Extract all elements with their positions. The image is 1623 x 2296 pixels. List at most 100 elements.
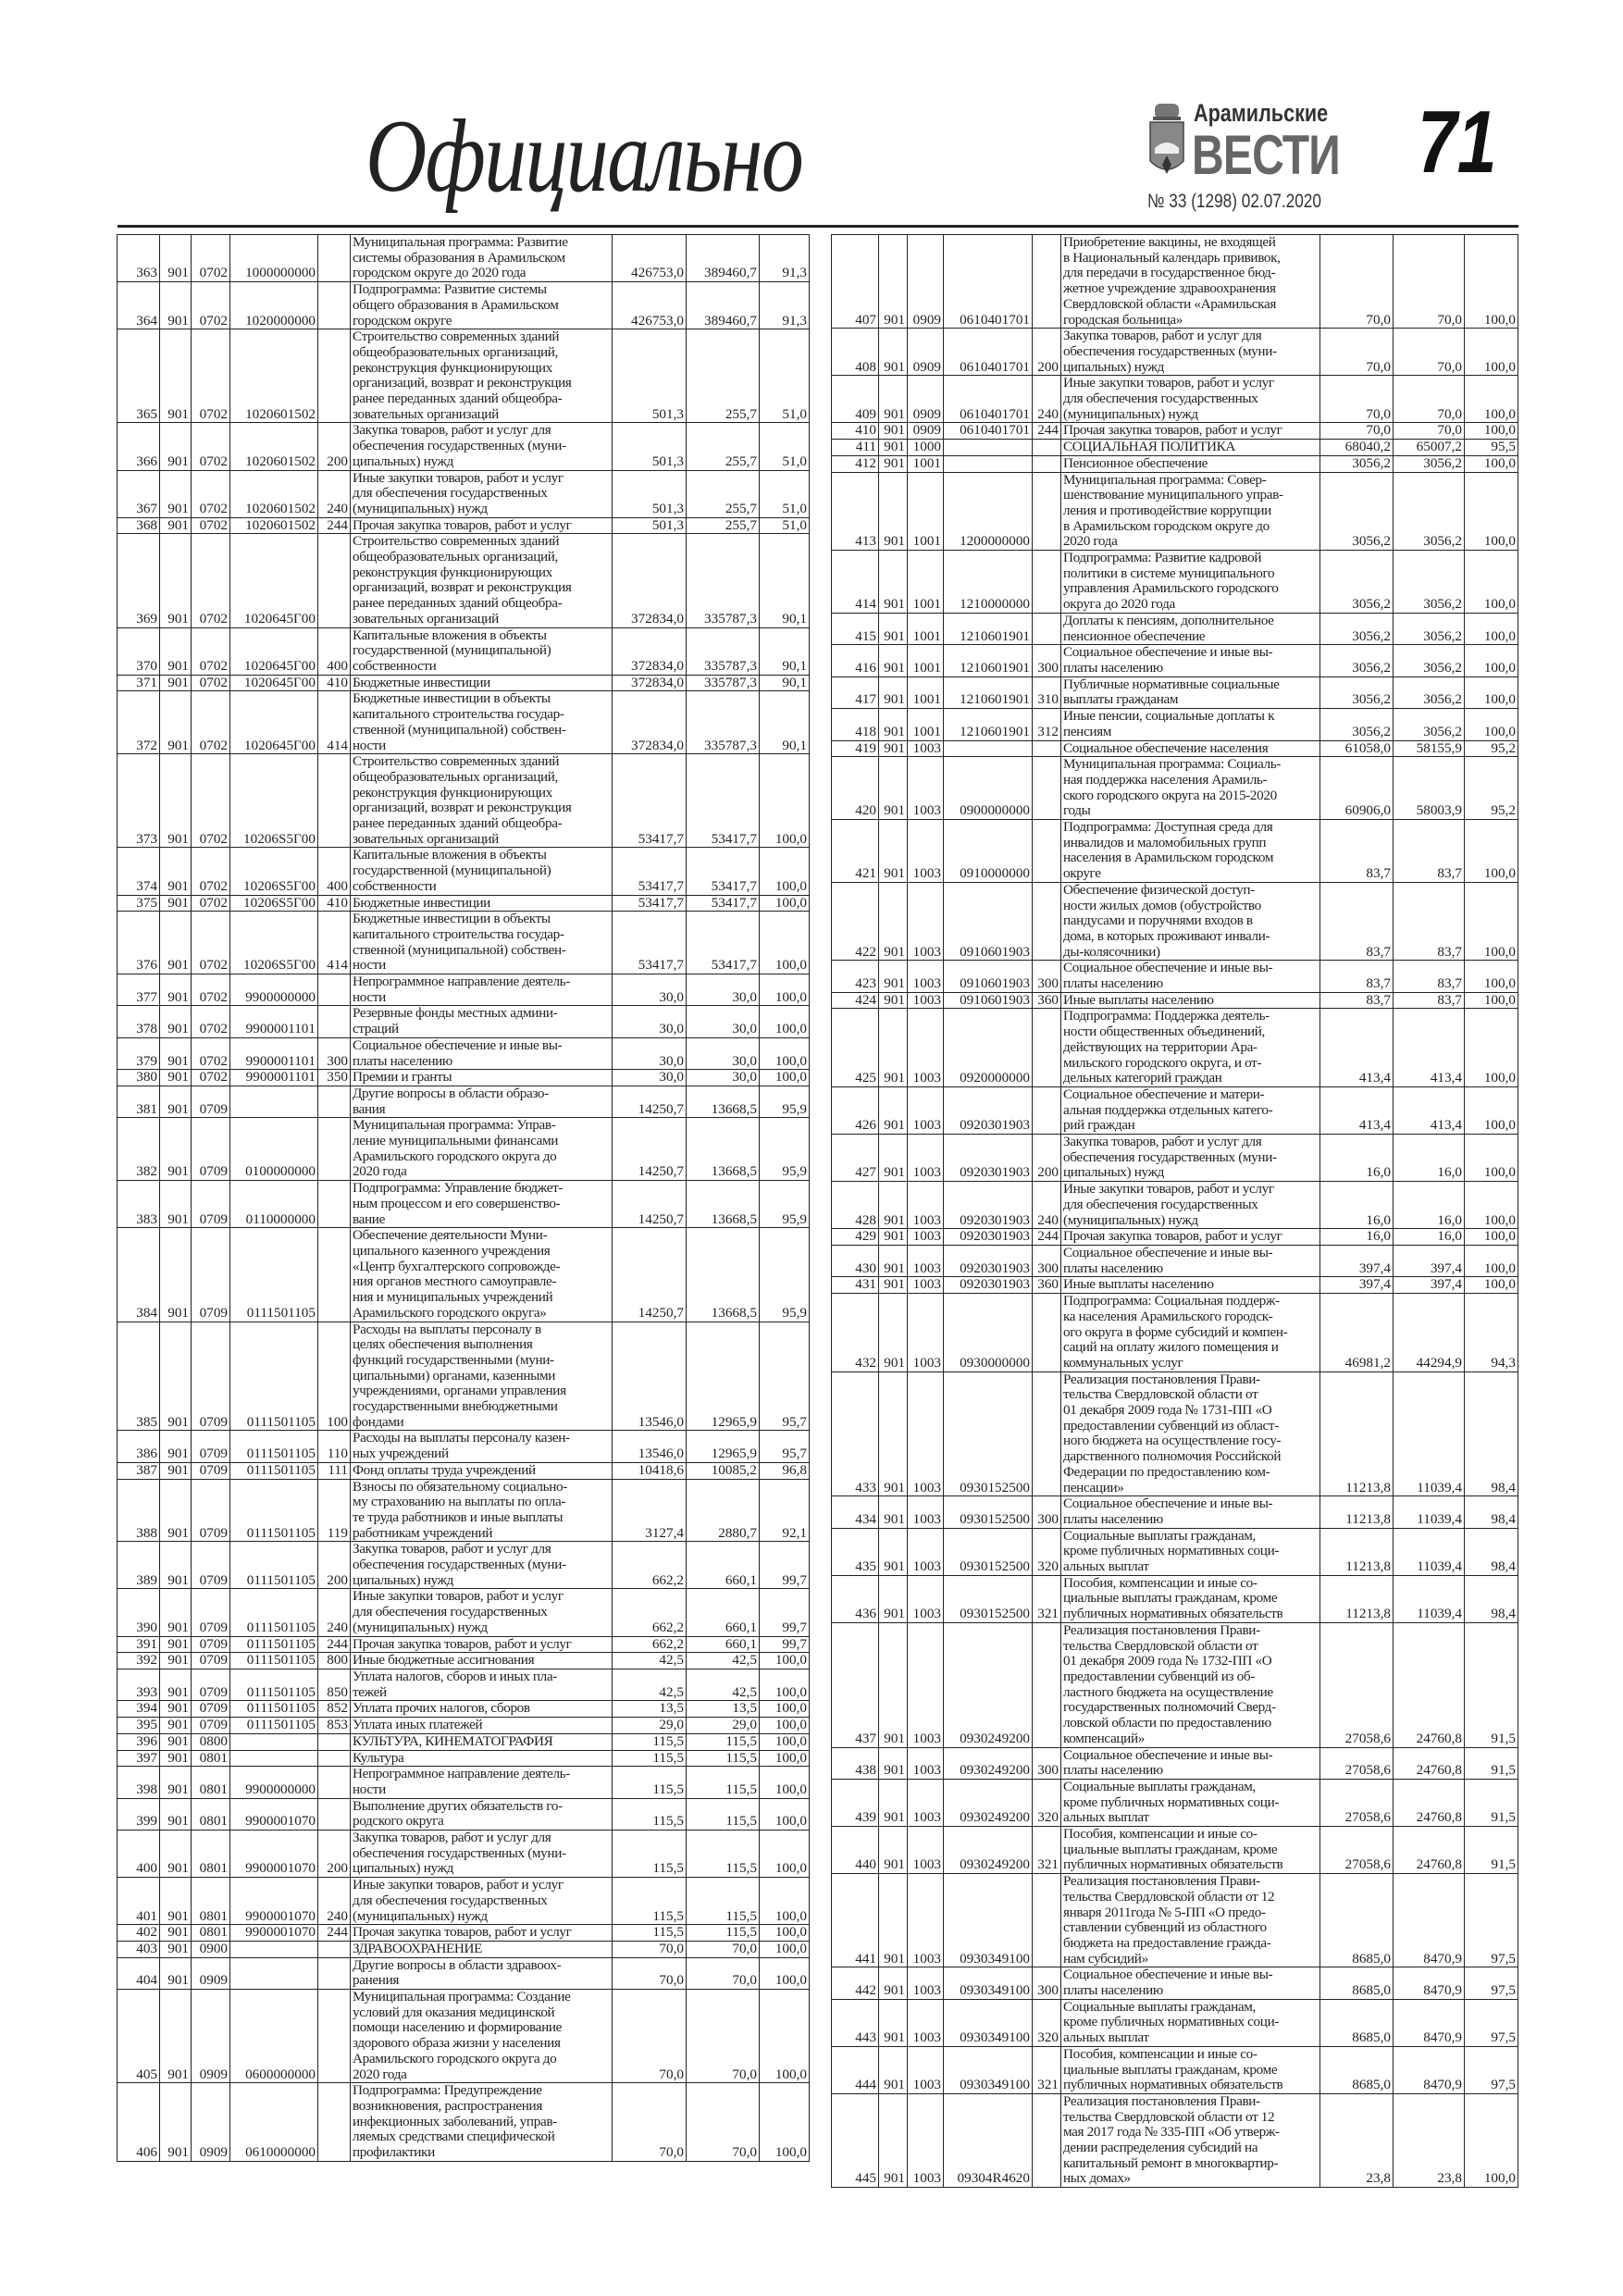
target-article-code-cell: 10206S5Г00: [229, 753, 318, 849]
description-cell: Подпрограмма: Поддержка деятель- ности о…: [1060, 1008, 1320, 1087]
executed-amount-cell: 397,4: [1393, 1276, 1465, 1295]
execution-percent-cell: 91,3: [759, 281, 810, 330]
section-code-cell: 0702: [191, 1069, 230, 1086]
executed-amount-cell: 83,7: [1393, 991, 1465, 1010]
expense-type-code-cell: [1032, 881, 1061, 962]
row-number-cell: 416: [831, 644, 879, 677]
execution-percent-cell: 100,0: [1464, 454, 1518, 473]
kvsr-code-cell: 901: [878, 1086, 908, 1136]
execution-percent-cell: 100,0: [759, 1877, 810, 1926]
execution-percent-cell: 95,2: [1464, 739, 1518, 758]
description-cell: Прочая закупка товаров, работ и услуг: [350, 516, 613, 535]
planned-amount-cell: 11213,8: [1319, 1574, 1394, 1623]
table-row: 385 901 0709 0111501105 100 Расходы на выплат…: [117, 1321, 810, 1432]
table-row: 445 901 1003 09304R4620 Реализация постановл…: [831, 2092, 1518, 2189]
section-code-cell: 0702: [191, 753, 230, 849]
section-code-cell: 0909: [907, 422, 944, 441]
planned-amount-cell: 10418,6: [612, 1461, 687, 1480]
expense-type-code-cell: [317, 1956, 351, 1991]
target-article-code-cell: 1020601502: [229, 469, 318, 518]
execution-percent-cell: 91,5: [1464, 1778, 1518, 1828]
expense-type-code-cell: [317, 533, 351, 628]
target-article-code-cell: 9900000000: [229, 974, 318, 1007]
kvsr-code-cell: 901: [159, 2082, 192, 2162]
executed-amount-cell: 335787,3: [686, 533, 760, 628]
table-row: 433 901 1003 0930152500 Реализация постановл…: [831, 1371, 1518, 1497]
execution-percent-cell: 51,0: [759, 422, 810, 471]
table-row: 406 901 0909 0610000000 Подпрограмма: Предуп…: [117, 2082, 810, 2162]
section-code-cell: 0709: [191, 1588, 230, 1637]
section-code-cell: 0702: [191, 281, 230, 330]
target-article-code-cell: 1200000000: [943, 471, 1033, 552]
expense-type-code-cell: 200: [317, 1830, 351, 1879]
planned-amount-cell: 413,4: [1319, 1008, 1394, 1087]
section-code-cell: 1003: [907, 1244, 944, 1278]
executed-amount-cell: 3056,2: [1393, 471, 1465, 552]
target-article-code-cell: [943, 454, 1033, 473]
kvsr-code-cell: 901: [159, 1478, 192, 1543]
section-code-cell: 0702: [191, 690, 230, 755]
row-number-cell: 402: [117, 1924, 160, 1942]
section-code-cell: 1003: [907, 991, 944, 1010]
kvsr-code-cell: 901: [159, 1749, 192, 1768]
description-cell: Иные закупки товаров, работ и услуг для …: [350, 1877, 613, 1926]
description-cell: Другие вопросы в области здравоох- ранен…: [350, 1956, 613, 1991]
expense-type-code-cell: [1032, 1371, 1061, 1497]
executed-amount-cell: 2880,7: [686, 1478, 760, 1543]
planned-amount-cell: 42,5: [612, 1652, 687, 1669]
section-code-cell: 0709: [191, 1668, 230, 1702]
target-article-code-cell: 0930152500: [943, 1574, 1033, 1623]
expense-type-code-cell: [1032, 1008, 1061, 1087]
kvsr-code-cell: 901: [878, 819, 908, 883]
table-row: 417 901 1001 1210601901 310 Публичные нормати…: [831, 676, 1518, 710]
section-code-cell: 0702: [191, 911, 230, 975]
row-number-cell: 428: [831, 1181, 879, 1230]
planned-amount-cell: 8685,0: [1319, 1967, 1394, 2000]
table-row: 393 901 0709 0111501105 850 Уплата налогов, с…: [117, 1668, 810, 1702]
description-cell: Приобретение вакцины, не входящей в Наци…: [1060, 233, 1320, 329]
expense-type-code-cell: [1032, 439, 1061, 456]
section-code-cell: 1003: [907, 1276, 944, 1295]
section-code-cell: 0702: [191, 674, 230, 692]
planned-amount-cell: 8685,0: [1319, 1873, 1394, 1968]
description-cell: Подпрограмма: Развитие кадровой политики…: [1060, 550, 1320, 614]
execution-percent-cell: 100,0: [759, 1989, 810, 2084]
planned-amount-cell: 14250,7: [612, 1085, 687, 1119]
description-cell: Подпрограмма: Развитие системы общего об…: [350, 281, 613, 330]
table-row: 403 901 0900 ЗДРАВООХРАНЕНИЕ 70,0 70,0 100,0: [117, 1940, 810, 1958]
target-article-code-cell: 0600000000: [229, 1989, 318, 2084]
section-code-cell: 0709: [191, 1227, 230, 1322]
expense-type-code-cell: 410: [317, 894, 351, 912]
executed-amount-cell: 70,0: [686, 1956, 760, 1991]
table-row: 396 901 0800 КУЛЬТУРА, КИНЕМАТОГРАФИЯ 115,5 1…: [117, 1732, 810, 1751]
execution-percent-cell: 100,0: [759, 894, 810, 912]
planned-amount-cell: 8685,0: [1319, 2045, 1394, 2094]
description-cell: Строительство современных зданий общеобр…: [350, 329, 613, 424]
row-number-cell: 432: [831, 1293, 879, 1372]
kvsr-code-cell: 901: [878, 550, 908, 614]
description-cell: Реализация постановления Прави- тельства…: [1060, 1371, 1320, 1497]
section-code-cell: 1003: [907, 1371, 944, 1497]
execution-percent-cell: 100,0: [1464, 375, 1518, 424]
target-article-code-cell: 1000000000: [229, 233, 318, 283]
executed-amount-cell: 16,0: [1393, 1228, 1465, 1246]
executed-amount-cell: 255,7: [686, 329, 760, 424]
kvsr-code-cell: 901: [878, 2092, 908, 2189]
section-code-cell: 0709: [191, 1180, 230, 1229]
description-cell: Подпрограмма: Доступная среда для инвали…: [1060, 819, 1320, 883]
section-code-cell: 0801: [191, 1749, 230, 1768]
row-number-cell: 391: [117, 1635, 160, 1654]
target-article-code-cell: 0930249200: [943, 1746, 1033, 1780]
planned-amount-cell: 13546,0: [612, 1321, 687, 1432]
expense-type-code-cell: [317, 753, 351, 849]
execution-percent-cell: 100,0: [1464, 708, 1518, 741]
executed-amount-cell: 115,5: [686, 1749, 760, 1768]
description-cell: Муниципальная программа: Совер- шенствов…: [1060, 471, 1320, 552]
table-row: 377 901 0702 9900000000 Непрограммное направ…: [117, 974, 810, 1007]
expense-type-code-cell: 300: [1032, 1746, 1061, 1780]
row-number-cell: 425: [831, 1008, 879, 1087]
expense-type-code-cell: 244: [1032, 1228, 1061, 1246]
row-number-cell: 417: [831, 676, 879, 710]
section-code-cell: 1003: [907, 1778, 944, 1828]
expense-type-code-cell: 320: [1032, 1998, 1061, 2047]
